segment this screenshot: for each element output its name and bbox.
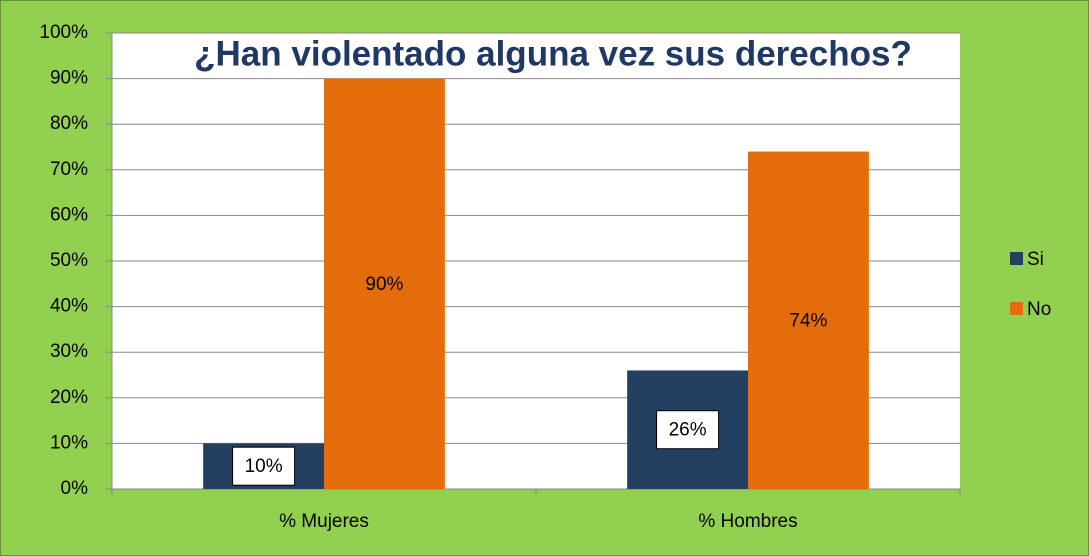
legend-swatch	[1010, 302, 1023, 315]
bar	[324, 78, 445, 489]
data-label-box	[656, 410, 720, 450]
data-label: 74%	[789, 310, 827, 331]
y-tick-label: 70%	[50, 159, 88, 180]
y-tick-label: 10%	[50, 432, 88, 453]
y-tick-label: 60%	[50, 204, 88, 225]
data-label-box	[232, 446, 296, 486]
x-tick-label: % Mujeres	[279, 511, 369, 532]
data-label: 10%	[245, 456, 283, 477]
y-tick-label: 80%	[50, 113, 88, 134]
x-tick-label: % Hombres	[698, 511, 797, 532]
y-tick-label: 0%	[61, 478, 89, 499]
y-tick-label: 40%	[50, 296, 88, 317]
y-tick-label: 90%	[50, 68, 88, 89]
legend-label: Si	[1027, 249, 1044, 270]
y-tick-label: 20%	[50, 387, 88, 408]
bar	[748, 151, 869, 489]
y-tick-label: 30%	[50, 341, 88, 362]
legend-swatch	[1010, 252, 1023, 265]
y-tick-label: 100%	[39, 22, 88, 43]
data-label: 90%	[365, 274, 403, 295]
y-tick-label: 50%	[50, 250, 88, 271]
chart-title: ¿Han violentado alguna vez sus derechos?	[194, 34, 912, 73]
data-label: 26%	[669, 420, 707, 441]
legend-label: No	[1027, 299, 1051, 320]
